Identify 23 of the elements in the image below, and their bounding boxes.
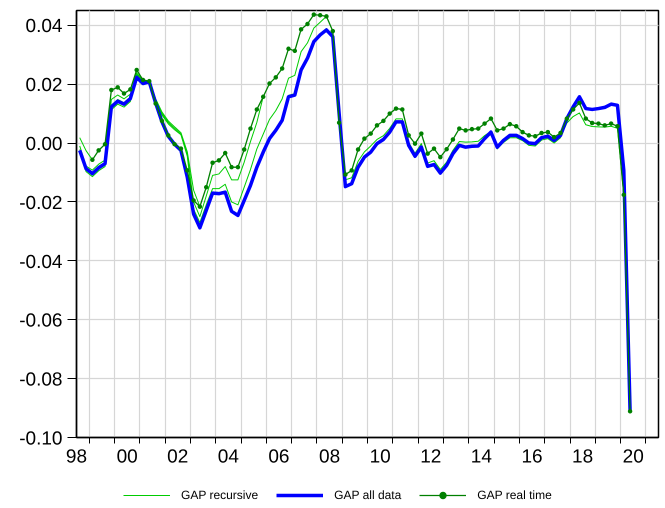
y-tick-label: 0.02 <box>26 75 63 96</box>
x-tick-label: 00 <box>116 446 138 468</box>
x-tick-label: 08 <box>319 446 340 468</box>
y-tick-label: -0.10 <box>19 428 63 450</box>
y-tick-label: -0.06 <box>19 310 63 332</box>
x-tick-label: 02 <box>167 446 188 468</box>
x-tick-label: 14 <box>470 446 492 468</box>
x-tick-label: 18 <box>572 446 594 468</box>
x-tick-label: 98 <box>66 446 88 468</box>
x-tick-label: 04 <box>218 446 240 468</box>
y-tick-label: -0.08 <box>19 370 63 391</box>
x-tick-label: 06 <box>268 446 290 468</box>
legend-label: GAP recursive <box>181 487 258 503</box>
y-tick-label: 0.00 <box>26 134 63 156</box>
y-tick-label: -0.02 <box>19 192 63 214</box>
x-tick-label: 10 <box>370 446 391 468</box>
y-tick-label: -0.04 <box>19 252 63 273</box>
x-tick-label: 20 <box>622 446 644 468</box>
legend-label: GAP real time <box>477 487 552 503</box>
x-tick-label: 16 <box>521 446 543 468</box>
y-tick-label: 0.04 <box>26 16 63 38</box>
x-tick-label: 12 <box>420 446 442 468</box>
legend-label: GAP all data <box>334 487 402 503</box>
